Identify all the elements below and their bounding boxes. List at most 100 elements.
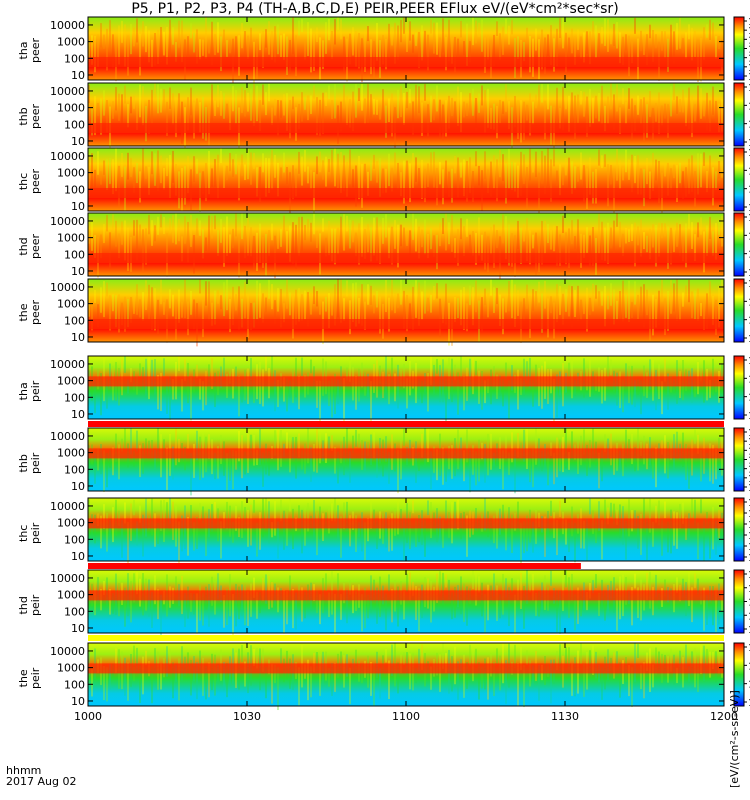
colorbar-tick-label: 10⁵ <box>748 456 750 467</box>
colorbar-tick-label: 10² <box>748 698 750 709</box>
y-tick-label: 1000 <box>57 589 85 602</box>
y-tick-label: 10 <box>71 200 85 213</box>
colorbar-tick-label: 10⁸ <box>748 17 750 28</box>
colorbar-tick-label: 10⁴ <box>748 120 750 131</box>
x-tick-label: 1130 <box>551 710 579 723</box>
panel-label-tha-peir: tha peir <box>17 380 42 402</box>
colorbar-tick-label: 10³ <box>748 411 750 422</box>
spectrogram-panel-thc-peer: 10 100 1000 10000 <box>50 147 725 217</box>
spectrogram-panel-thb-peer: 10 100 1000 10000 <box>50 82 725 151</box>
colorbar-tick-label: 10⁸ <box>748 83 750 94</box>
colorbar-tick-label: 10⁶ <box>748 356 750 367</box>
colorbar-thb-peer: 10⁸ 10⁶ 10⁴ 10² <box>733 82 750 149</box>
y-tick-label: 100 <box>64 183 85 196</box>
spectrogram-panel-tha-peer: 10 100 1000 10000 <box>50 16 725 86</box>
x-tick-label: 1000 <box>74 710 102 723</box>
quality-flag-bar <box>88 635 724 641</box>
quality-flag-bar <box>88 563 581 569</box>
colorbar-tick-label: 10⁴ <box>748 316 750 327</box>
chart-title: P5, P1, P2, P3, P4 (TH-A,B,C,D,E) PEIR,P… <box>131 1 619 17</box>
colorbar-thc-peer: 10⁸ 10⁶ 10⁴ 10² <box>733 147 750 214</box>
panel-label-species: peer <box>29 233 42 259</box>
colorbar-thd-peer: 10⁸ 10⁶ 10⁴ 10² <box>733 212 750 279</box>
x-tick-label: 1100 <box>392 710 420 723</box>
colorbar-tick-label: 10⁷ <box>748 498 750 509</box>
x-tick-label: 1200 <box>710 710 738 723</box>
y-tick-label: 10 <box>71 408 85 421</box>
y-tick-label: 10000 <box>50 150 85 163</box>
colorbar-tick-label: 10³ <box>748 625 750 636</box>
y-tick-label: 1000 <box>57 102 85 115</box>
colorbar-tick-label: 10⁸ <box>748 213 750 224</box>
panel-label-thb-peir: thb peir <box>17 452 42 473</box>
y-tick-label: 100 <box>64 391 85 404</box>
y-tick-label: 10 <box>71 550 85 563</box>
colorbar-tick-label: 10² <box>748 203 750 214</box>
x-tick-label: 1030 <box>233 710 261 723</box>
spectrogram-panel-thd-peir: 10 100 1000 10000 <box>50 569 725 636</box>
colorbar-tick-label: 10³ <box>748 63 750 74</box>
colorbar-tick-label: 10⁴ <box>748 531 750 542</box>
colorbar-tick-label: 10⁴ <box>748 393 750 404</box>
panel-label-thc-peir: thc peir <box>17 522 42 543</box>
colorbar-tick-label: 10⁴ <box>748 250 750 261</box>
y-tick-label: 1000 <box>57 298 85 311</box>
colorbar-tick-label: 10² <box>748 553 750 564</box>
y-tick-label: 10000 <box>50 358 85 371</box>
colorbar-tick-label: 10³ <box>748 542 750 553</box>
colorbar-tha-peir: 10⁶ 10⁵ 10⁴ 10³ <box>733 355 750 422</box>
panel-label-species: peir <box>29 380 42 402</box>
panel-label-thb-peer: thb peer <box>17 103 42 129</box>
spectrogram-panel-thb-peir: 10 100 1000 10000 <box>50 427 725 496</box>
y-tick-label: 100 <box>64 248 85 261</box>
y-tick-label: 100 <box>64 463 85 476</box>
colorbar-tick-label: 10⁶ <box>748 509 750 520</box>
colorbar-tick-label: 10⁵ <box>748 598 750 609</box>
colorbar-the-peer: 10⁸ 10⁶ 10⁴ 10² <box>733 278 750 345</box>
y-tick-label: 100 <box>64 533 85 546</box>
colorbar-tick-label: 10⁶ <box>748 35 750 46</box>
colorbar-tick-label: 10⁵ <box>748 45 750 56</box>
y-tick-label: 10 <box>71 135 85 148</box>
colorbar-tick-label: 10⁶ <box>748 166 750 177</box>
y-tick-label: 100 <box>64 678 85 691</box>
colorbar-tick-label: 10⁶ <box>748 446 750 457</box>
y-tick-label: 1000 <box>57 517 85 530</box>
colorbar-the-peir: 10⁸ 10⁶ 10⁴ 10² <box>733 642 750 709</box>
panel-label-the-peir: the peir <box>17 667 42 688</box>
colorbar-tick-label: 10⁷ <box>748 437 750 448</box>
panel-label-thc-peer: thc peer <box>17 168 42 194</box>
quality-flag-bar <box>88 421 724 427</box>
colorbar-tick-label: 10⁷ <box>748 570 750 581</box>
panel-label-species: peer <box>29 37 42 63</box>
panel-label-species: peer <box>29 168 42 194</box>
y-tick-label: 10 <box>71 331 85 344</box>
y-tick-label: 10 <box>71 480 85 493</box>
y-tick-label: 10000 <box>50 85 85 98</box>
y-tick-label: 1000 <box>57 36 85 49</box>
y-tick-label: 10000 <box>50 645 85 658</box>
colorbar-tick-label: 10⁷ <box>748 26 750 37</box>
colorbar-tick-label: 10³ <box>748 474 750 485</box>
colorbar-tick-label: 10² <box>748 334 750 345</box>
colorbar-tick-label: 10⁶ <box>748 101 750 112</box>
y-tick-label: 10 <box>71 622 85 635</box>
y-tick-label: 1000 <box>57 662 85 675</box>
colorbar-tick-label: 10⁸ <box>748 148 750 159</box>
colorbar-tick-label: 10⁴ <box>748 54 750 65</box>
panel-label-species: peer <box>29 299 42 325</box>
y-tick-label: 10000 <box>50 281 85 294</box>
colorbar-thb-peir: 10⁸10⁷10⁶10⁵10⁴10³10² <box>733 427 750 494</box>
y-tick-label: 10000 <box>50 19 85 32</box>
panel-label-thd-peir: thd peir <box>17 594 42 615</box>
panel-label-tha-peer: tha peer <box>17 37 42 63</box>
colorbar-units-label: [eV/(cm²-s-sr-eV)] <box>728 690 741 788</box>
colorbar-tick-label: 10² <box>748 138 750 149</box>
y-tick-label: 10000 <box>50 215 85 228</box>
colorbar-tick-label: 10⁴ <box>748 611 750 622</box>
panel-label-the-peer: the peer <box>17 299 42 325</box>
y-tick-label: 100 <box>64 118 85 131</box>
y-tick-label: 100 <box>64 52 85 65</box>
panel-label-species: peer <box>29 103 42 129</box>
